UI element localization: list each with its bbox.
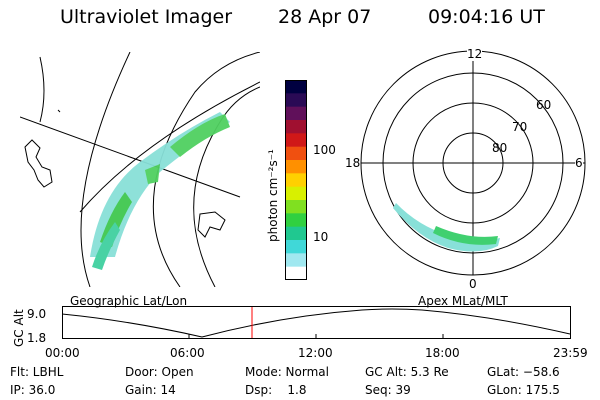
date-label: 28 Apr 07 (278, 6, 372, 28)
polar-panel-title: Apex MLat/MLT (418, 294, 508, 308)
colorbar-segment (285, 93, 307, 108)
alt-xaxis-ticks (188, 334, 444, 338)
status-glat: GLat: −58.6 (487, 365, 560, 379)
colorbar-segment (285, 106, 307, 121)
alt-xtick-2: 12:00 (298, 346, 333, 360)
alt-ytick-top: 9.0 (27, 307, 47, 321)
alt-ylabel: GC Alt (12, 309, 26, 347)
alt-ytick-bottom: 1.8 (27, 331, 47, 345)
colorbar-segment (285, 226, 307, 241)
aurora-emission (90, 112, 230, 270)
colorbar-segment (285, 213, 307, 228)
colorbar-segment (285, 173, 307, 188)
mlt-label-12: 12 (467, 47, 483, 61)
status-filter: Flt: LBHL (10, 365, 64, 379)
lat-label-60: 60 (536, 98, 552, 112)
time-label: 09:04:16 UT (428, 6, 545, 28)
mlt-label-0: 0 (469, 277, 477, 291)
colorbar-segment (285, 253, 307, 268)
colorbar-segment (285, 146, 307, 161)
status-ip: IP: 36.0 (10, 383, 56, 397)
colorbar-segment (285, 120, 307, 134)
lat-label-80: 80 (492, 141, 508, 155)
grid-line (80, 52, 131, 287)
grid-line (20, 116, 241, 198)
coastline (24, 109, 226, 238)
mlt-label-18: 18 (345, 156, 361, 170)
grid-line (193, 86, 260, 287)
status-dsp: Dsp: 1.8 (245, 383, 307, 397)
grid-line (39, 56, 45, 123)
colorbar-segment (285, 266, 307, 280)
alt-xtick-1: 06:00 (170, 346, 205, 360)
colorbar-segment (285, 133, 307, 148)
colorbar (285, 80, 307, 280)
mlt-label-6: 6 (575, 156, 583, 170)
status-gain: Gain: 14 (125, 383, 176, 397)
alt-xtick-4: 23:59 (553, 346, 588, 360)
colorbar-segment (285, 80, 307, 94)
colorbar-segment (285, 240, 307, 254)
status-gc-alt: GC Alt: 5.3 Re (365, 365, 449, 379)
colorbar-segment (285, 200, 307, 214)
colorbar-tick-100: 100 (313, 143, 336, 157)
colorbar-segment (285, 186, 307, 201)
app-title: Ultraviolet Imager (60, 6, 233, 28)
geographic-map (20, 52, 260, 287)
status-glon: GLon: 175.5 (487, 383, 560, 397)
colorbar-tick-10: 10 (313, 230, 329, 244)
altitude-curve (62, 308, 571, 338)
colorbar-label: photon cm⁻²s⁻¹ (266, 149, 280, 242)
altitude-plot (62, 306, 571, 339)
lat-label-70: 70 (512, 120, 528, 134)
alt-xtick-3: 18:00 (425, 346, 460, 360)
alt-xtick-0: 00:00 (45, 346, 80, 360)
polar-aurora-emission (393, 203, 500, 252)
colorbar-segment (285, 160, 307, 174)
status-door: Door: Open (125, 365, 194, 379)
geo-panel-title: Geographic Lat/Lon (70, 294, 188, 308)
colorbar-border (285, 80, 307, 280)
grid-line (79, 81, 260, 213)
status-mode: Mode: Normal (245, 365, 329, 379)
status-seq: Seq: 39 (365, 383, 411, 397)
grid-line (152, 52, 260, 287)
polar-plot (360, 50, 586, 276)
